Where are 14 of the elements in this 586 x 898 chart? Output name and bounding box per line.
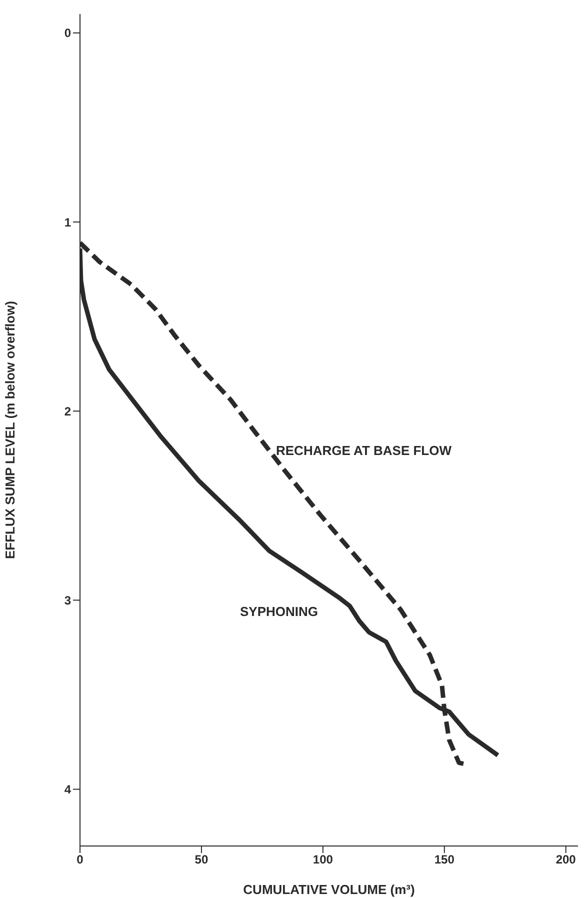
x-axis-title: CUMULATIVE VOLUME (m³): [243, 882, 415, 897]
series-label: SYPHONING: [240, 604, 318, 619]
x-tick-label: 200: [556, 852, 576, 867]
x-tick-label: 50: [194, 852, 208, 867]
y-tick-label: 0: [64, 26, 72, 40]
y-tick-label: 4: [64, 782, 72, 797]
y-tick-label: 1: [64, 215, 72, 230]
y-tick-label: 2: [64, 404, 72, 418]
x-tick-label: 0: [76, 852, 84, 867]
y-axis-title: EFFLUX SUMP LEVEL (m below overflow): [2, 300, 18, 560]
y-tick-label: 3: [64, 593, 72, 608]
series-label: RECHARGE AT BASE FLOW: [276, 443, 452, 458]
x-tick-label: 100: [312, 852, 334, 867]
x-tick-label: 150: [434, 852, 455, 867]
